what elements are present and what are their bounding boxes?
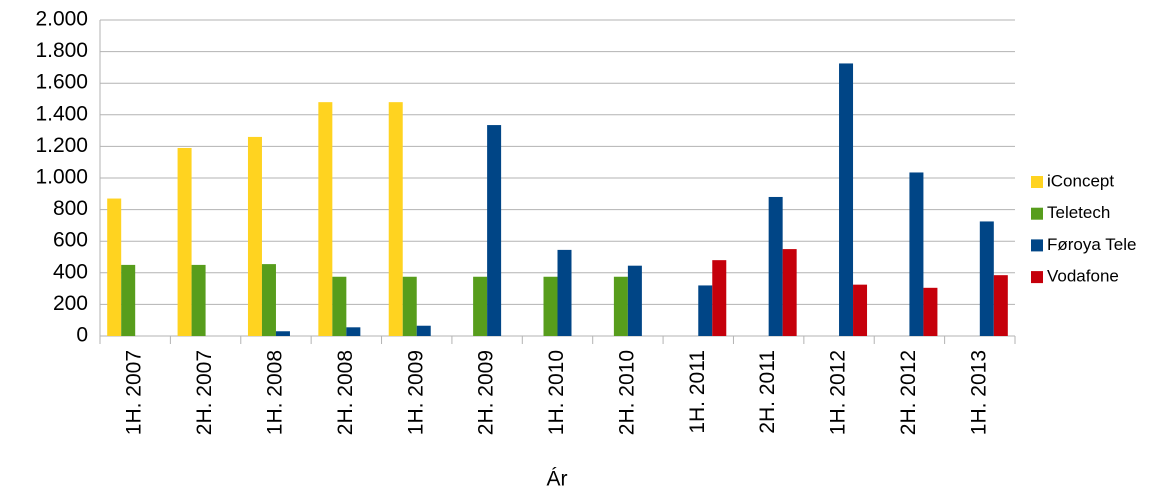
- y-tick-label: 0: [76, 324, 88, 347]
- y-tick-label: 2.000: [35, 8, 88, 31]
- x-tick-label: 1H. 2013: [967, 350, 990, 435]
- bar: [853, 284, 868, 336]
- bar: [332, 276, 347, 336]
- y-tick-label: 600: [53, 229, 88, 252]
- bar: [698, 285, 713, 336]
- y-tick-label: 800: [53, 197, 88, 220]
- x-tick-label: 1H. 2010: [545, 350, 568, 435]
- x-tick-label: 2H. 2011: [756, 350, 779, 434]
- bar: [247, 136, 262, 336]
- y-tick-label: 400: [53, 260, 88, 283]
- bar: [107, 198, 122, 336]
- x-tick-label: 1H. 2011: [686, 350, 709, 434]
- bar: [923, 287, 938, 336]
- bar: [557, 249, 572, 336]
- legend-swatch: [1031, 271, 1043, 284]
- bar: [388, 102, 403, 336]
- bar: [627, 265, 642, 336]
- legend-label: Teletech: [1047, 203, 1110, 222]
- x-tick-label: 2H. 2008: [334, 350, 357, 435]
- bar: [993, 275, 1008, 336]
- legend-label: Føroya Tele: [1047, 235, 1136, 254]
- bar: [402, 276, 417, 336]
- bar: [613, 276, 628, 336]
- bar: [782, 249, 797, 336]
- legend-swatch: [1031, 207, 1043, 220]
- y-tick-label: 1.800: [35, 39, 88, 62]
- legend-swatch: [1031, 239, 1043, 252]
- bar: [275, 331, 290, 336]
- bar: [712, 260, 727, 336]
- y-tick-label: 1.600: [35, 71, 88, 94]
- bar: [768, 196, 783, 336]
- bar: [346, 327, 361, 336]
- bar: [487, 125, 502, 336]
- x-axis-label: Ár: [547, 468, 568, 491]
- legend-label: iConcept: [1047, 171, 1114, 190]
- bar: [318, 102, 333, 336]
- bar: [416, 325, 431, 336]
- bar: [839, 63, 854, 336]
- x-tick-label: 2H. 2007: [193, 350, 216, 435]
- legend-swatch: [1031, 176, 1043, 188]
- x-tick-label: 1H. 2012: [827, 350, 850, 435]
- y-tick-label: 200: [53, 292, 88, 315]
- bar: [261, 264, 276, 336]
- x-tick-label: 1H. 2008: [264, 350, 287, 435]
- x-tick-label: 2H. 2012: [897, 350, 920, 435]
- bar: [979, 221, 994, 336]
- legend-label: Vodafone: [1047, 267, 1119, 286]
- x-tick-label: 1H. 2007: [123, 350, 146, 435]
- bar: [473, 276, 488, 336]
- bar: [543, 276, 558, 336]
- bar: [177, 147, 192, 336]
- y-tick-label: 1.200: [35, 134, 88, 157]
- bar: [191, 264, 206, 336]
- y-tick-label: 1.400: [35, 102, 88, 125]
- bar: [909, 172, 924, 336]
- bar: [121, 264, 136, 336]
- x-tick-label: 2H. 2009: [475, 350, 498, 435]
- y-tick-label: 1.000: [35, 166, 88, 189]
- x-tick-label: 1H. 2009: [404, 350, 427, 435]
- x-tick-label: 2H. 2010: [615, 350, 638, 435]
